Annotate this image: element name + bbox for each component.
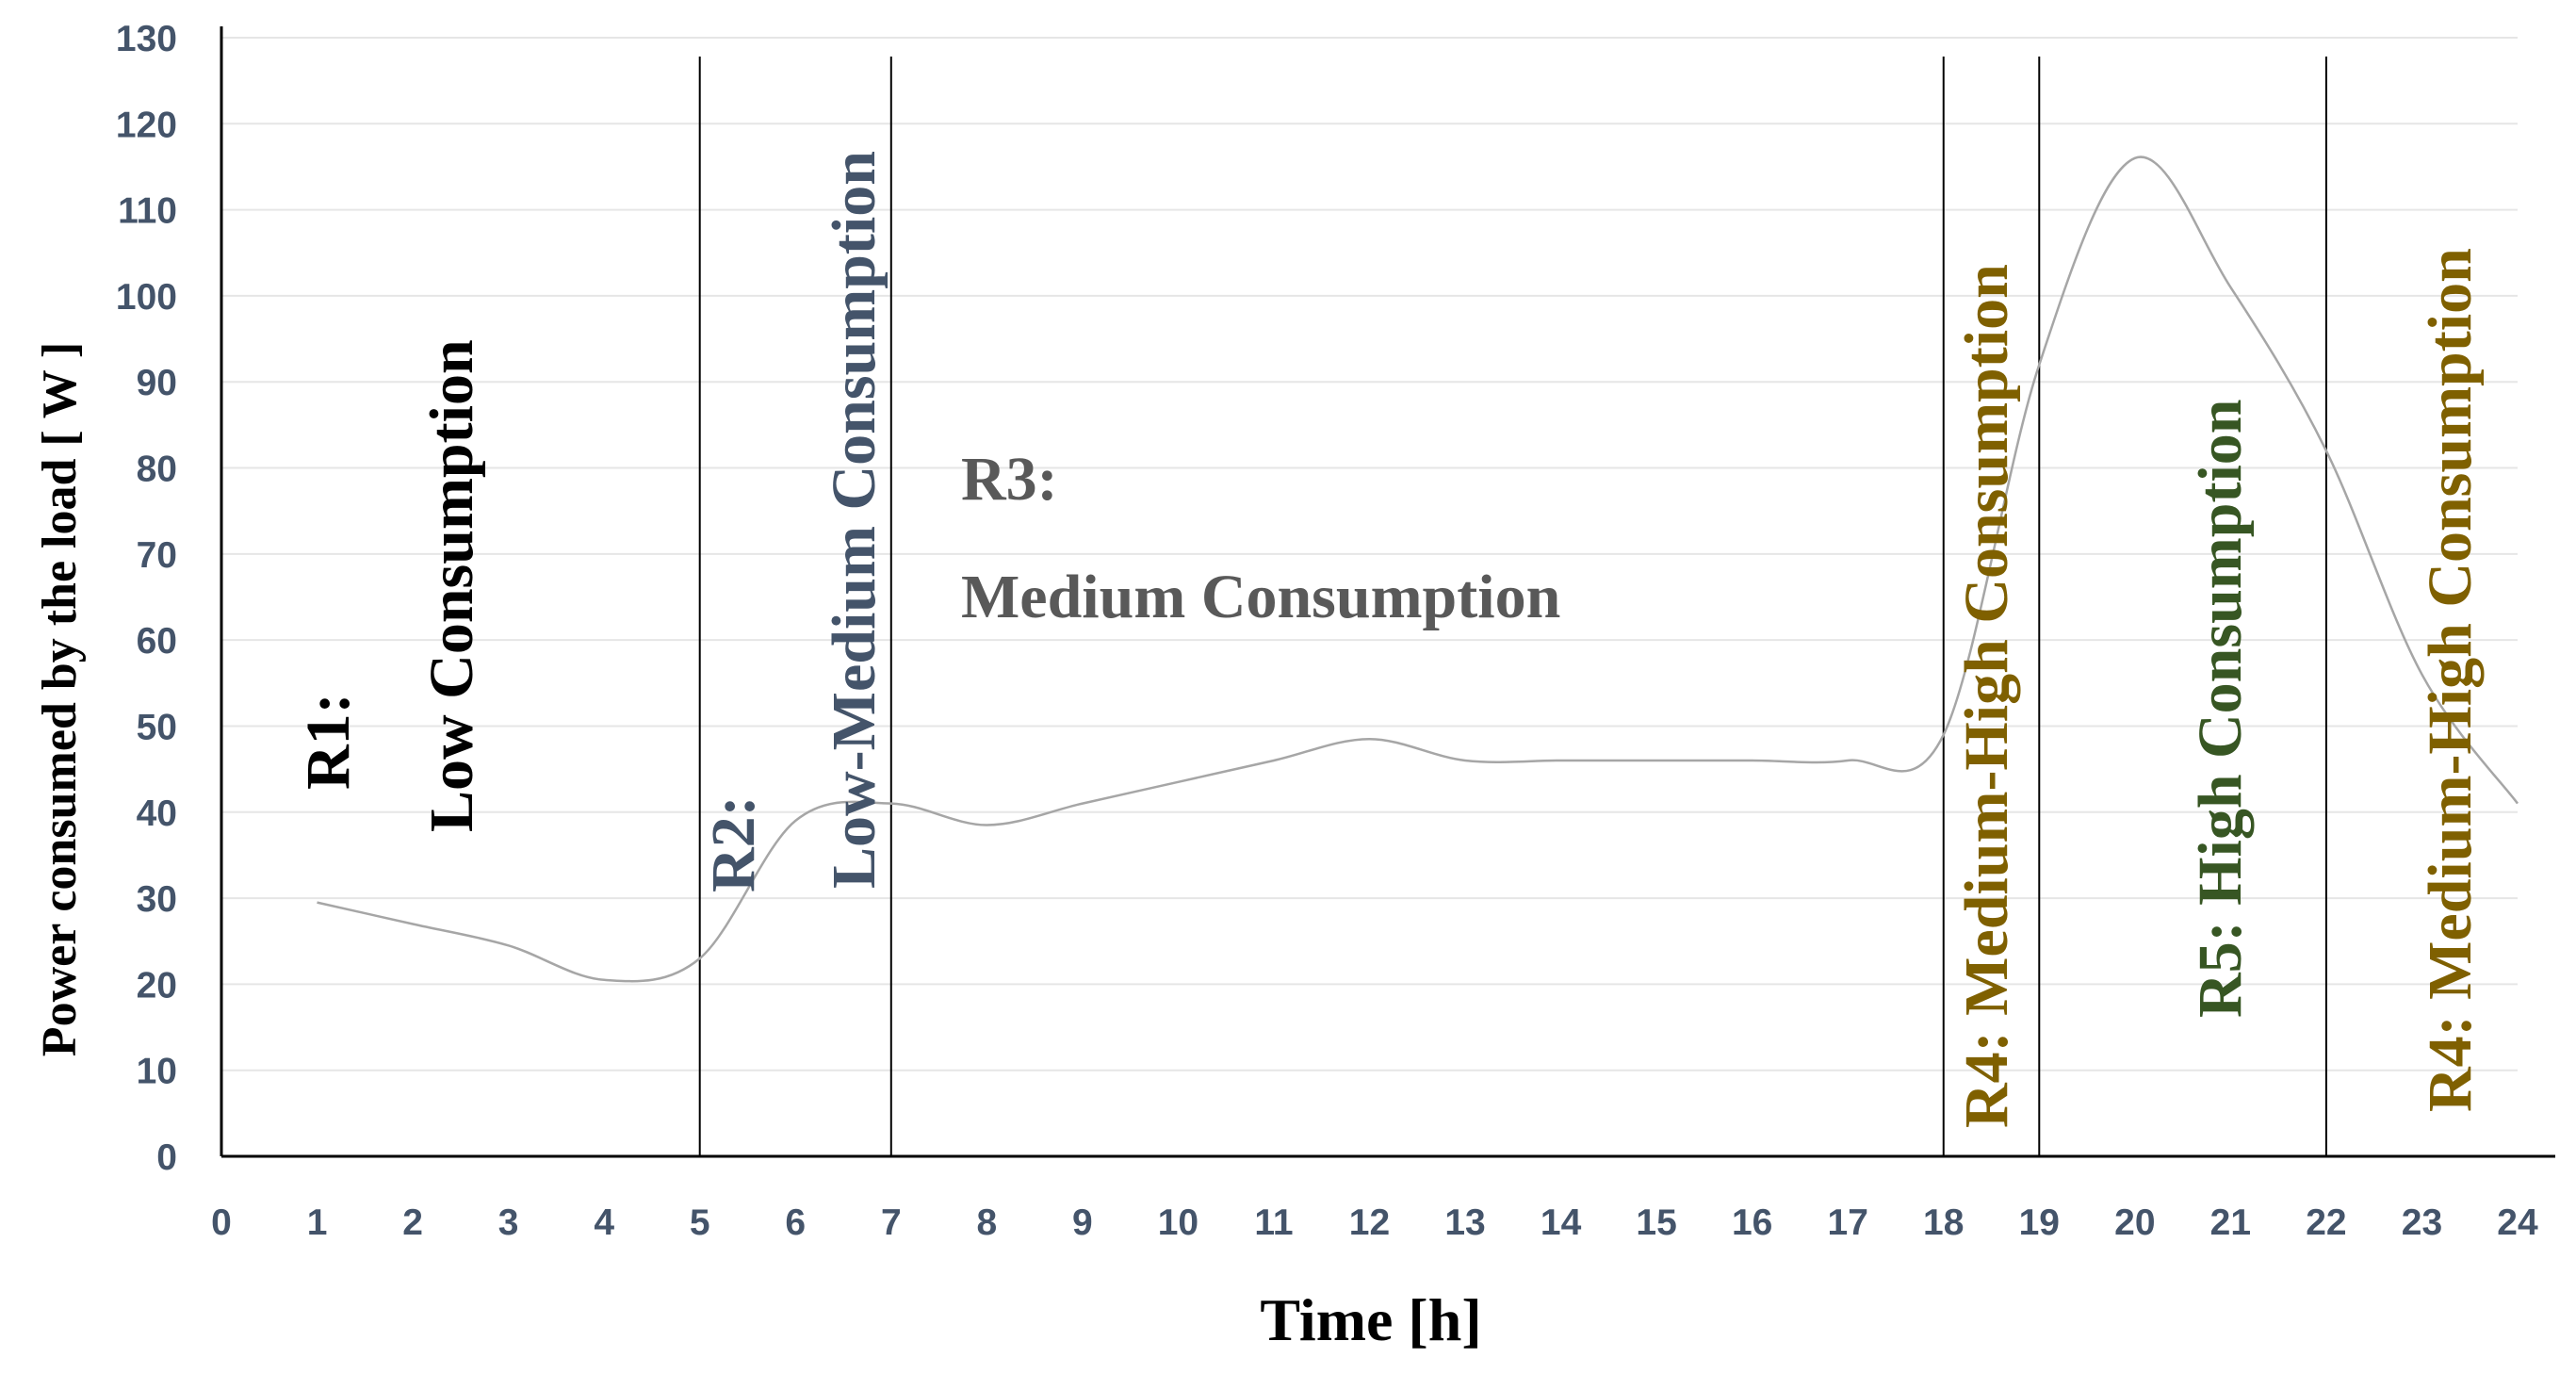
- x-tick-6: 6: [785, 1202, 806, 1243]
- x-tick-1: 1: [307, 1202, 328, 1243]
- region-dividers: [698, 57, 2327, 1156]
- region-r2-label: R2:: [699, 795, 768, 892]
- series-group: [317, 155, 2519, 983]
- region-r3-description: Medium Consumption: [961, 563, 1560, 631]
- x-tick-23: 23: [2402, 1202, 2442, 1243]
- y-tick-40: 40: [137, 793, 177, 834]
- x-tick-0: 0: [211, 1202, 232, 1243]
- region-r1-label: R1:: [294, 693, 363, 790]
- x-tick-9: 9: [1072, 1202, 1093, 1243]
- y-tick-90: 90: [137, 363, 177, 403]
- region-r4-left-label: R4: Medium-High Consumption: [1952, 264, 2021, 1128]
- x-tick-19: 19: [2019, 1202, 2060, 1243]
- gridlines: [221, 37, 2518, 1071]
- y-tick-60: 60: [137, 621, 177, 662]
- x-tick-14: 14: [1541, 1202, 1582, 1243]
- region-r3-label: R3:: [961, 445, 1058, 514]
- y-tick-70: 70: [137, 535, 177, 576]
- x-tick-18: 18: [1923, 1202, 1964, 1243]
- x-tick-13: 13: [1444, 1202, 1485, 1243]
- x-tick-21: 21: [2210, 1202, 2251, 1243]
- x-tick-24: 24: [2497, 1202, 2538, 1243]
- x-axis-title: Time [h]: [1260, 1286, 1481, 1353]
- x-tick-2: 2: [402, 1202, 423, 1243]
- x-tick-10: 10: [1158, 1202, 1198, 1243]
- y-tick-30: 30: [137, 879, 177, 920]
- y-tick-0: 0: [156, 1137, 177, 1178]
- x-tick-8: 8: [976, 1202, 997, 1243]
- x-tick-15: 15: [1636, 1202, 1676, 1243]
- y-tick-20: 20: [137, 965, 177, 1006]
- x-tick-17: 17: [1828, 1202, 1868, 1243]
- y-tick-labels: 0 10 20 30 40 50 60 70 80 90 100 110 120 130: [116, 19, 177, 1178]
- x-tick-5: 5: [690, 1202, 710, 1243]
- y-tick-130: 130: [116, 19, 177, 59]
- x-tick-labels: 0 1 2 3 4 5 6 7 8 9 10 11 12 13 14 15 16 17 18 19 20 21 22 23 24: [211, 1202, 2538, 1243]
- axes: [220, 26, 2555, 1158]
- y-tick-100: 100: [116, 277, 177, 318]
- region-r2-description: Low-Medium Consumption: [820, 151, 889, 889]
- x-tick-11: 11: [1254, 1202, 1293, 1243]
- x-tick-3: 3: [498, 1202, 519, 1243]
- y-tick-10: 10: [137, 1052, 177, 1092]
- x-tick-12: 12: [1349, 1202, 1390, 1243]
- y-tick-50: 50: [137, 707, 177, 747]
- x-tick-4: 4: [594, 1202, 614, 1243]
- region-r4-right-label: R4: Medium-High Consumption: [2416, 248, 2485, 1112]
- region-r5-label: R5: High Consumption: [2186, 400, 2255, 1019]
- region-r1-description: Low Consumption: [417, 339, 486, 832]
- y-tick-120: 120: [116, 105, 177, 145]
- y-tick-110: 110: [118, 191, 177, 232]
- x-tick-16: 16: [1732, 1202, 1772, 1243]
- y-tick-80: 80: [137, 450, 177, 490]
- x-tick-22: 22: [2306, 1202, 2346, 1243]
- x-tick-7: 7: [881, 1202, 902, 1243]
- y-axis-title: Power consumed by the load [ W ]: [33, 342, 87, 1056]
- x-tick-20: 20: [2114, 1202, 2155, 1243]
- series-line-0: [317, 155, 2519, 983]
